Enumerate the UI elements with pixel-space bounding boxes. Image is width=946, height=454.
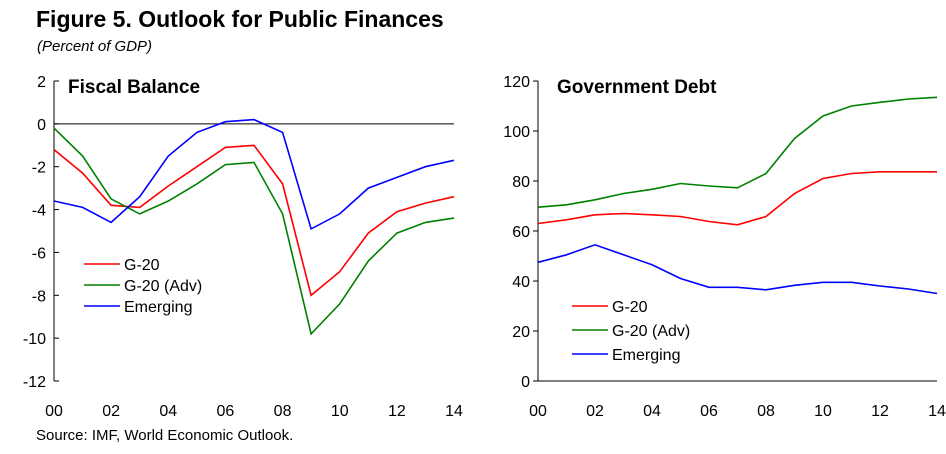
legend-label: G-20 [124,257,160,274]
x-tick-label: 08 [274,403,292,420]
x-tick-label: 04 [643,403,661,420]
y-tick-label: -4 [32,203,46,220]
chart-panel-1: 2 0 -2 -4 -6 -8 -10 -12 00 02 04 06 08 10 12 14 Fiscal B… [23,74,463,420]
legend: G-20 G-20 (Adv) Emerging [84,257,202,316]
x-tick-label: 02 [102,403,120,420]
x-tick-label: 06 [217,403,235,420]
figure-title: Figure 5. Outlook for Public Finances [36,6,444,32]
legend-label: G-20 (Adv) [124,278,202,295]
legend-label: G-20 (Adv) [612,323,690,340]
y-tick-label: 60 [512,224,530,241]
x-tick-label: 00 [529,403,547,420]
series-line-3 [537,243,938,295]
y-tick-label: 2 [37,74,46,91]
x-tick-label: 04 [159,403,177,420]
panel-title: Fiscal Balance [68,77,200,98]
y-tick-label: 100 [503,124,530,141]
y-tick-label: 0 [521,374,530,391]
x-tick-label: 06 [700,403,718,420]
series-line-2 [537,96,938,208]
x-tick-label: 10 [331,403,349,420]
legend-label: G-20 [612,299,648,316]
figure-subtitle: (Percent of GDP) [37,38,153,55]
series-line-1 [53,144,455,297]
x-tick-label: 12 [871,403,889,420]
y-tick-label: 120 [503,74,530,91]
y-tick-label: -2 [32,160,46,177]
x-tick-label: 14 [928,403,946,420]
series-line-3 [53,118,455,231]
y-tick-label: 0 [37,117,46,134]
x-tick-label: 12 [388,403,406,420]
legend-label: Emerging [124,299,192,316]
legend: G-20 G-20 (Adv) Emerging [572,299,690,364]
panel-title: Government Debt [557,77,717,98]
y-tick-label: -12 [23,374,46,391]
x-tick-label: 08 [757,403,775,420]
source-note: Source: IMF, World Economic Outlook. [36,427,294,444]
y-tick-label: 80 [512,174,530,191]
y-tick-label: -8 [32,288,46,305]
y-tick-label: 40 [512,274,530,291]
series-line-2 [53,127,455,336]
x-tick-label: 14 [445,403,463,420]
x-tick-label: 00 [45,403,63,420]
x-tick-label: 10 [814,403,832,420]
series-line-1 [537,171,937,226]
legend-label: Emerging [612,347,680,364]
x-tick-label: 02 [586,403,604,420]
y-tick-label: -10 [23,331,46,348]
y-tick-label: 20 [512,324,530,341]
y-tick-label: -6 [32,245,46,262]
